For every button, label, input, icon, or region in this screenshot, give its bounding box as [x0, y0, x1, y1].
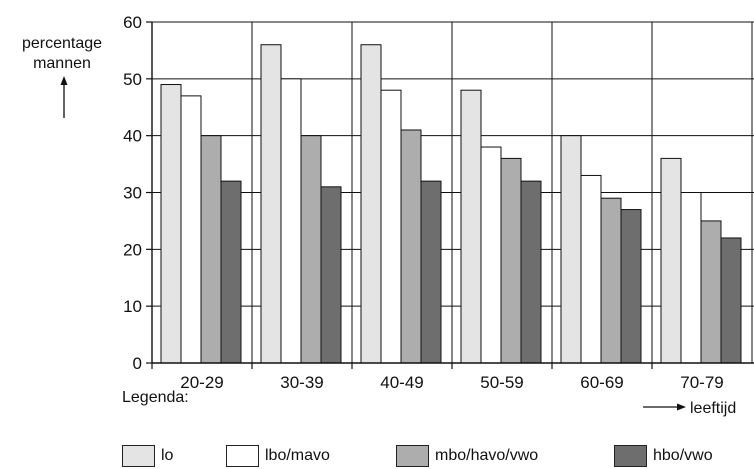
bar-mbo-havo-vwo-60-69 — [600, 197, 622, 364]
x-tick-label: 60-69 — [580, 373, 623, 392]
bar-lbo-mavo-30-39 — [280, 78, 302, 364]
legend-label: hbo/vwo — [653, 447, 713, 464]
y-axis-label-line2: mannen — [33, 55, 91, 72]
legend-swatch — [226, 445, 259, 467]
legend-swatch — [614, 445, 647, 467]
x-tick-label: 70-79 — [680, 373, 723, 392]
x-tick-label: 40-49 — [380, 373, 423, 392]
legend-label: lbo/mavo — [265, 447, 330, 464]
bar-lo-30-39 — [260, 44, 282, 364]
y-tick-label: 50 — [123, 70, 142, 89]
bar-lo-20-29 — [160, 84, 182, 364]
bar-mbo-havo-vwo-30-39 — [300, 135, 322, 364]
x-tick-label: 30-39 — [280, 373, 323, 392]
bar-lbo-mavo-50-59 — [480, 146, 502, 364]
bar-hbo-vwo-20-29 — [220, 180, 242, 364]
bar-mbo-havo-vwo-70-79 — [700, 220, 722, 364]
x-axis-label: leeftijd — [690, 400, 736, 417]
bar-mbo-havo-vwo-40-49 — [400, 129, 422, 364]
y-tick-label: 60 — [123, 13, 142, 32]
bar-lbo-mavo-20-29 — [180, 95, 202, 364]
bar-hbo-vwo-40-49 — [420, 180, 442, 364]
y-axis-label-line1: percentage — [22, 35, 102, 52]
y-tick-label: 20 — [123, 240, 142, 259]
y-tick-label: 40 — [123, 127, 142, 146]
bar-hbo-vwo-70-79 — [720, 237, 742, 364]
bar-lbo-mavo-40-49 — [380, 89, 402, 364]
y-axis-arrow — [60, 76, 68, 118]
legend-label: lo — [161, 447, 174, 464]
bar-lbo-mavo-60-69 — [580, 174, 602, 364]
axes: 0 10 20 30 40 50 60 20-29 30-39 40-49 50-59 60-69 70… — [123, 13, 754, 392]
bar-hbo-vwo-50-59 — [520, 180, 542, 364]
legend-label: mbo/havo/vwo — [435, 447, 539, 464]
legend-swatch — [396, 445, 429, 467]
bar-mbo-havo-vwo-20-29 — [200, 135, 222, 364]
bar-mbo-havo-vwo-50-59 — [500, 157, 522, 364]
x-tick-label: 20-29 — [180, 373, 223, 392]
legend-title: Legenda: — [122, 389, 189, 406]
bars — [160, 44, 742, 364]
bar-lbo-mavo-70-79 — [680, 192, 702, 364]
bar-lo-40-49 — [360, 44, 382, 364]
legend-swatch — [122, 445, 155, 467]
y-tick-label: 10 — [123, 297, 142, 316]
legend-item-lo: lo — [122, 444, 173, 468]
bar-lo-70-79 — [660, 157, 682, 364]
bar-lo-60-69 — [560, 135, 582, 364]
legend-item-lbo-mavo: lbo/mavo — [226, 444, 330, 468]
bar-hbo-vwo-60-69 — [620, 209, 642, 364]
bar-lo-50-59 — [460, 89, 482, 364]
x-axis-arrow — [643, 403, 686, 411]
grid-lines — [152, 21, 754, 363]
y-tick-label: 30 — [123, 184, 142, 203]
legend-item-mbo-havo-vwo: mbo/havo/vwo — [396, 444, 538, 468]
y-tick-label: 0 — [133, 354, 142, 373]
legend-item-hbo-vwo: hbo/vwo — [614, 444, 713, 468]
bar-hbo-vwo-30-39 — [320, 186, 342, 364]
x-tick-label: 50-59 — [480, 373, 523, 392]
